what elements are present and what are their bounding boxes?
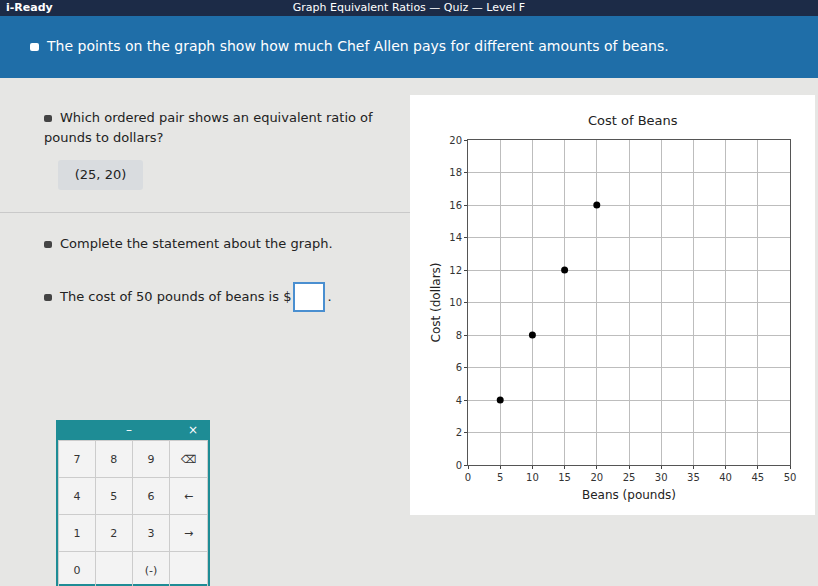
svg-text:10: 10	[526, 472, 539, 483]
svg-text:Beans (pounds): Beans (pounds)	[582, 488, 676, 502]
html-text:The cost of 50 pounds of beans: The cost of 50 pounds of beans is $	[60, 288, 292, 304]
svg-text:0: 0	[456, 460, 462, 471]
svg-text:45: 45	[751, 472, 764, 483]
svg-text:20: 20	[590, 472, 603, 483]
html-text:6: 6	[147, 489, 155, 503]
html-text:0: 0	[73, 563, 81, 577]
html-text:Graph Equivalent Ratios — Quiz: Graph Equivalent Ratios — Quiz — Level F	[292, 1, 526, 14]
svg-text:Cost of Beans: Cost of Beans	[588, 113, 678, 128]
svg-text:50: 50	[784, 472, 797, 483]
html-text:2: 2	[110, 526, 118, 540]
svg-text:12: 12	[449, 265, 462, 276]
svg-text:4: 4	[456, 395, 462, 406]
html-text:1: 1	[73, 526, 81, 540]
svg-text:14: 14	[449, 232, 462, 243]
svg-text:Cost (dollars): Cost (dollars)	[429, 262, 443, 342]
html-text:(25, 20): (25, 20)	[74, 167, 127, 182]
html-text:Complete the statement about t: Complete the statement about the graph.	[60, 236, 333, 251]
html-text:4: 4	[73, 489, 81, 503]
svg-text:8: 8	[456, 330, 462, 341]
svg-text:15: 15	[558, 472, 571, 483]
html-text:The points on the graph show h: The points on the graph show how much Ch…	[47, 38, 669, 54]
svg-text:6: 6	[456, 362, 462, 373]
svg-text:2: 2	[456, 427, 462, 438]
svg-text:30: 30	[655, 472, 668, 483]
html-text:7: 7	[73, 452, 81, 466]
html-text:3: 3	[147, 526, 155, 540]
html-text:9: 9	[147, 452, 155, 466]
svg-text:16: 16	[449, 200, 462, 211]
svg-text:5: 5	[497, 472, 503, 483]
svg-text:10: 10	[449, 297, 462, 308]
svg-text:18: 18	[449, 167, 462, 178]
svg-text:0: 0	[465, 472, 471, 483]
html-text:8: 8	[110, 452, 118, 466]
svg-text:35: 35	[687, 472, 700, 483]
svg-text:40: 40	[719, 472, 732, 483]
html-text:5: 5	[110, 489, 118, 503]
html-text:Which ordered pair shows an eq: Which ordered pair shows an equivalent r…	[44, 110, 373, 145]
html-text:i-Ready: i-Ready	[6, 1, 53, 14]
svg-text:25: 25	[623, 472, 636, 483]
svg-text:20: 20	[449, 135, 462, 146]
